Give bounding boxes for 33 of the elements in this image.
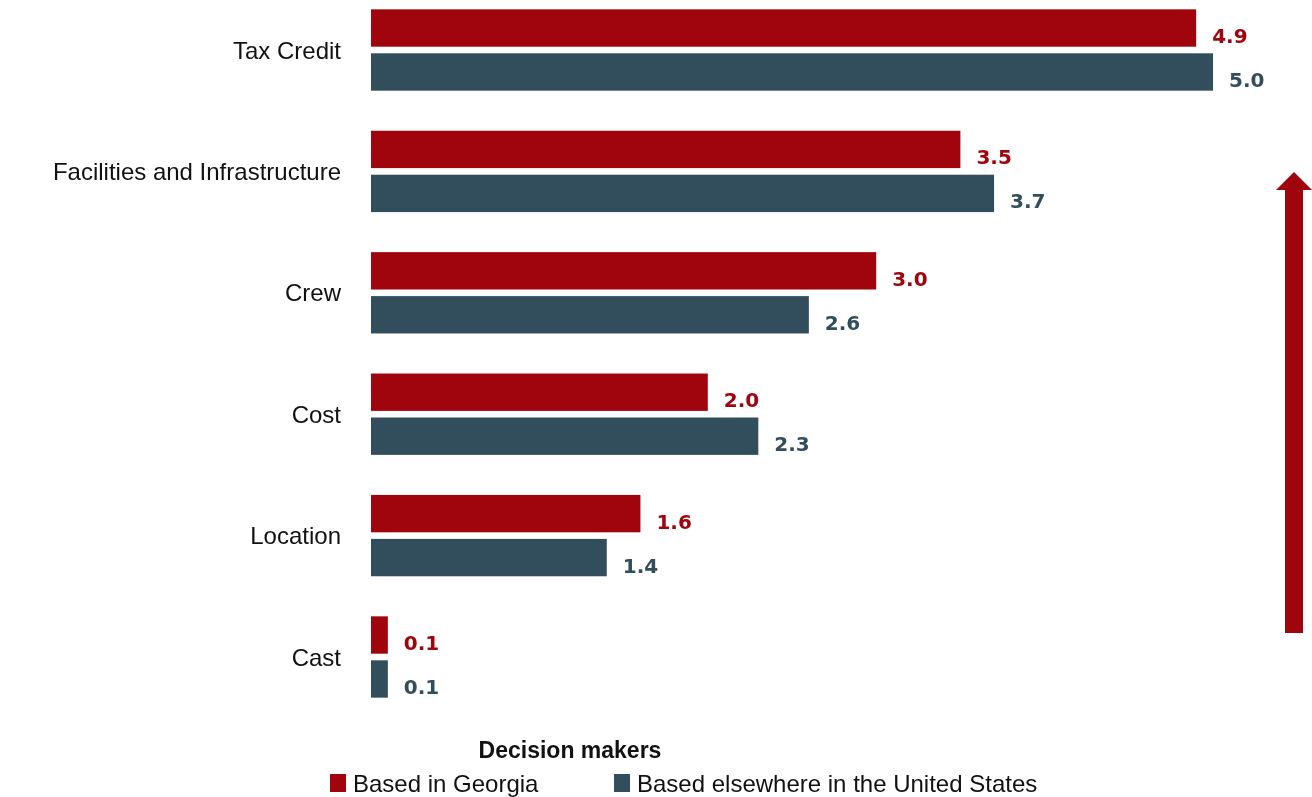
y-tick-label: Location (250, 522, 341, 550)
data-label: 4.9 (1212, 24, 1248, 49)
data-label: 1.6 (656, 509, 692, 534)
bar (371, 538, 607, 577)
bar (371, 9, 1197, 47)
data-label: 0.1 (403, 631, 440, 656)
data-label: 2.3 (774, 432, 810, 457)
legend-label: Based elsewhere in the United States (637, 769, 1038, 797)
data-label: 5.0 (1229, 67, 1265, 92)
bar (371, 616, 388, 654)
bar (371, 296, 809, 334)
bar (371, 660, 388, 698)
y-tick-label: Cost (291, 400, 342, 428)
bar (371, 53, 1213, 91)
y-tick-label: Tax Credit (232, 36, 342, 64)
bar (371, 174, 995, 213)
data-label: 2.0 (723, 388, 760, 413)
data-label: 3.7 (1010, 189, 1046, 214)
legend-label: Based in Georgia (353, 769, 540, 797)
data-label: 3.0 (892, 266, 928, 291)
data-label: 1.4 (622, 553, 659, 578)
y-tick-label: Crew (284, 279, 342, 307)
bar (371, 494, 641, 533)
y-tick-label: Facilities and Infrastructure (52, 157, 341, 185)
bar (371, 130, 961, 169)
bar (371, 373, 708, 411)
bar (371, 417, 759, 455)
legend-title: Decision makers (478, 737, 662, 763)
y-tick-label: Cast (291, 643, 342, 671)
bar (371, 252, 877, 290)
data-label: 3.5 (976, 145, 1012, 170)
data-label: 2.6 (824, 310, 861, 335)
data-label: 0.1 (403, 674, 440, 699)
